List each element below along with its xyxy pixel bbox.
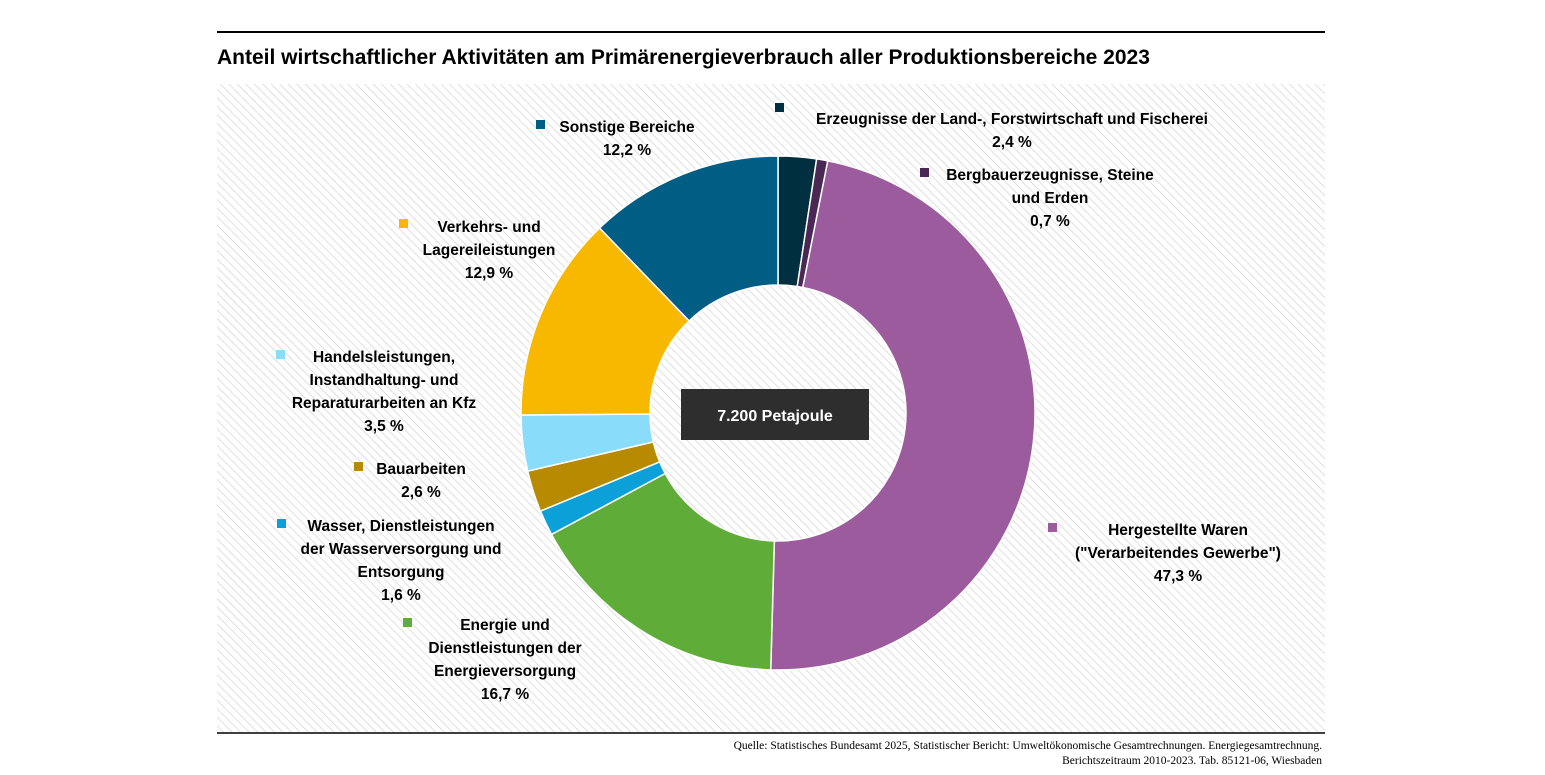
center-label-box xyxy=(681,389,869,440)
legend-swatch xyxy=(399,219,408,228)
slice-name-label: Energie und xyxy=(460,617,550,634)
donut-slice xyxy=(550,472,776,671)
legend-swatch xyxy=(354,462,363,471)
legend-swatch xyxy=(276,350,285,359)
donut-slice xyxy=(598,155,779,322)
slice-name-label: und Erden xyxy=(1012,190,1089,207)
slice-labels: Erzeugnisse der Land-, Forstwirtschaft u… xyxy=(276,103,1281,703)
slice-name-label: ("Verarbeitendes Gewerbe") xyxy=(1075,545,1281,562)
slice-value-label: 12,2 % xyxy=(603,142,651,159)
slice-value-label: 2,6 % xyxy=(401,484,441,501)
slice-name-label: Erzeugnisse der Land-, Forstwirtschaft u… xyxy=(816,111,1208,128)
slice-value-label: 2,4 % xyxy=(992,134,1032,151)
slice-name-label: der Wasserversorgung und xyxy=(301,541,502,558)
source-line-1: Quelle: Statistisches Bundesamt 2025, St… xyxy=(734,740,1323,752)
slice-value-label: 0,7 % xyxy=(1030,213,1070,230)
slice-name-label: Hergestellte Waren xyxy=(1108,522,1248,539)
slice-name-label: Wasser, Dienstleistungen xyxy=(307,518,494,535)
legend-swatch xyxy=(403,618,412,627)
slice-name-label: Energieversorgung xyxy=(434,663,576,680)
slice-name-label: Bauarbeiten xyxy=(376,461,466,478)
center-label: 7.200 Petajoule xyxy=(717,408,833,425)
slice-name-label: Dienstleistungen der xyxy=(428,640,581,657)
slice-value-label: 12,9 % xyxy=(465,265,513,282)
slice-value-label: 3,5 % xyxy=(364,418,404,435)
slice-value-label: 47,3 % xyxy=(1154,568,1202,585)
slice-name-label: Reparaturarbeiten an Kfz xyxy=(292,395,477,412)
slice-value-label: 1,6 % xyxy=(381,587,421,604)
slice-name-label: Lagereileistungen xyxy=(423,242,556,259)
slice-name-label: Entsorgung xyxy=(358,564,445,581)
legend-swatch xyxy=(920,168,929,177)
donut-slices xyxy=(520,155,1036,671)
source-line-2: Berichtszeitraum 2010-2023. Tab. 85121-0… xyxy=(1062,755,1322,767)
legend-swatch xyxy=(536,120,545,129)
slice-name-label: Bergbauerzeugnisse, Steine xyxy=(946,167,1154,184)
donut-slice xyxy=(769,159,1036,671)
slice-value-label: 16,7 % xyxy=(481,686,529,703)
slice-name-label: Verkehrs- und xyxy=(437,219,540,236)
chart-title: Anteil wirtschaftlicher Aktivitäten am P… xyxy=(217,46,1150,69)
slice-name-label: Handelsleistungen, xyxy=(313,349,455,366)
legend-swatch xyxy=(277,519,286,528)
slice-name-label: Sonstige Bereiche xyxy=(559,119,695,136)
slice-name-label: Instandhaltung- und xyxy=(310,372,459,389)
legend-swatch xyxy=(775,103,784,112)
legend-swatch xyxy=(1048,523,1057,532)
